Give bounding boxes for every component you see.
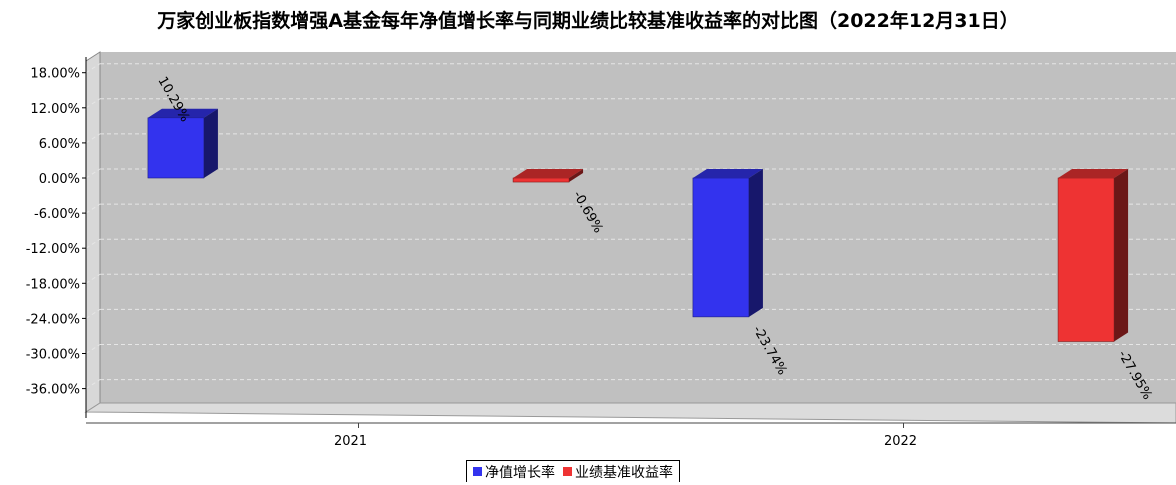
x-tick-label: 2021 — [334, 434, 367, 449]
gridline-depth — [85, 308, 101, 319]
y-tick-label: -18.00% — [26, 277, 80, 292]
bar-front — [692, 177, 750, 318]
gridline-depth — [85, 273, 101, 284]
bar-top — [1058, 169, 1129, 178]
legend-item-nav-growth: 净值增长率 — [473, 462, 555, 482]
plot-background — [100, 52, 1176, 403]
bar-front — [147, 117, 205, 179]
gridline-depth — [85, 238, 101, 249]
bar-side — [748, 169, 763, 317]
gridline-depth — [85, 98, 101, 109]
bar-top — [692, 169, 763, 178]
chart-title: 万家创业板指数增强A基金每年净值增长率与同期业绩比较基准收益率的对比图（2022… — [157, 10, 1019, 32]
legend-swatch-benchmark — [563, 467, 572, 476]
legend-swatch-nav-growth — [473, 467, 482, 476]
y-tick-label: -6.00% — [34, 207, 80, 222]
y-tick-label: -36.00% — [26, 383, 80, 398]
gridline-depth — [85, 379, 101, 390]
bar-side — [203, 108, 218, 178]
bar-top — [147, 108, 218, 118]
y-tick-label: 6.00% — [39, 137, 80, 152]
bar-chart: 18.00% 12.00% 6.00% 0.00% -6.00% -12.00% -18.0… — [26, 51, 1176, 449]
gridline-depth — [85, 344, 101, 354]
legend-label-benchmark: 业绩基准收益率 — [575, 464, 673, 481]
bar-front — [1057, 177, 1115, 342]
plot-floor — [84, 402, 1176, 424]
bar-side — [1114, 169, 1129, 342]
x-tick-label: 2022 — [884, 434, 917, 449]
gridline-depth — [85, 203, 101, 214]
y-tick-label: -12.00% — [26, 242, 80, 257]
gridline-depth — [85, 63, 101, 74]
gridline-depth — [85, 133, 101, 144]
gridline-depth — [85, 168, 101, 179]
bar-front — [512, 177, 570, 183]
y-tick-label: 12.00% — [30, 102, 80, 117]
chart-legend: 净值增长率 业绩基准收益率 — [466, 460, 680, 482]
y-tick-label: -24.00% — [26, 312, 80, 327]
legend-label-nav-growth: 净值增长率 — [485, 464, 555, 481]
legend-item-benchmark: 业绩基准收益率 — [563, 462, 673, 482]
y-tick-label: -30.00% — [26, 348, 80, 363]
bar-top — [513, 169, 584, 178]
bar-side — [569, 169, 584, 183]
y-tick-label: 0.00% — [39, 172, 80, 187]
y-tick-label: 18.00% — [30, 67, 80, 82]
